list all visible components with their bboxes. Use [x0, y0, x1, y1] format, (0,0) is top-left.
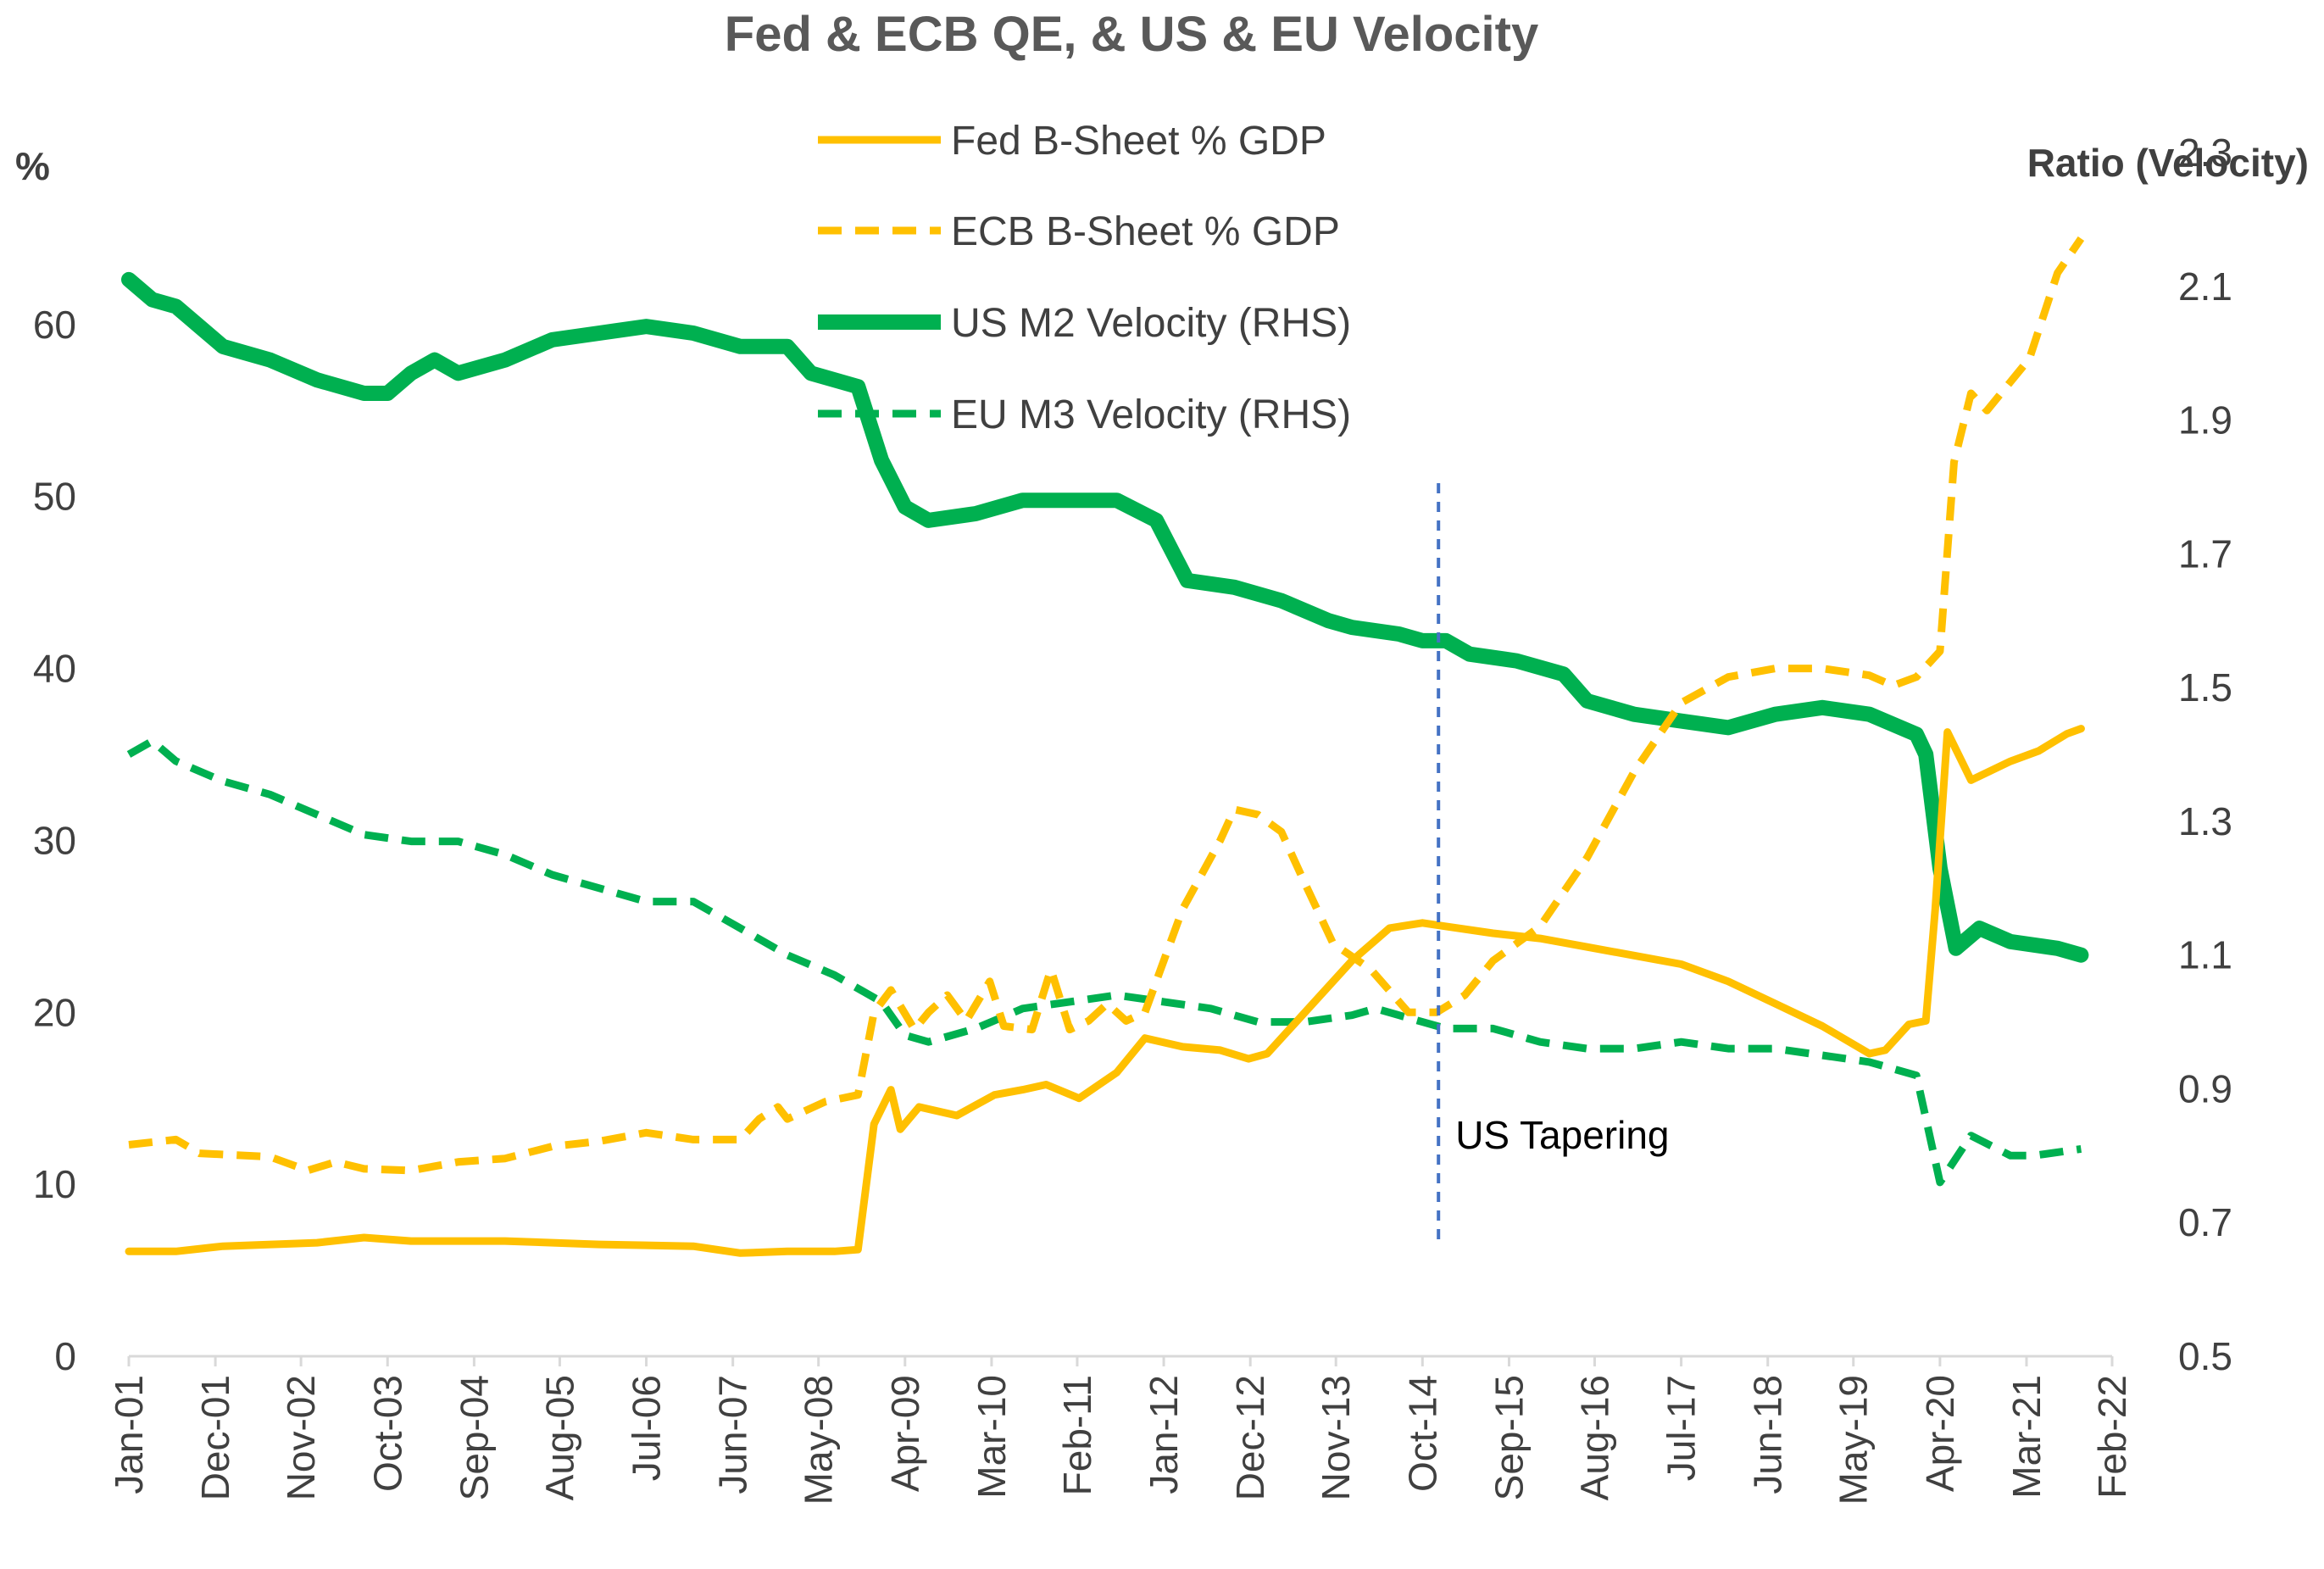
series-layer [121, 236, 2089, 1257]
x-tick-label: May-19 [1832, 1375, 1876, 1505]
x-tick-label: Sep-15 [1487, 1375, 1531, 1500]
x-tick-label: Sep-04 [452, 1375, 496, 1500]
ticks-layer: 0 10 20 30 40 50 60 0.5 0.7 0.9 1.1 1.3 1.5 1.7 1.9 2.1… [33, 131, 2232, 1505]
x-tick-label: Feb-11 [1055, 1375, 1099, 1495]
x-tick-label: Jun-07 [711, 1375, 755, 1494]
y-tick-right-label: 1.1 [2178, 933, 2232, 977]
series-line-us-m2-velocity-rhs [121, 271, 2089, 963]
y-tick-right-label: 0.9 [2178, 1066, 2232, 1110]
legend-label: EU M3 Velocity (RHS) [951, 392, 1351, 437]
y-axis-left-title: % [15, 144, 50, 188]
x-tick-label: Jul-06 [625, 1375, 669, 1481]
y-tick-left-label: 40 [33, 647, 76, 691]
y-tick-left-label: 10 [33, 1162, 76, 1206]
x-tick-label: Nov-13 [1314, 1375, 1358, 1500]
grid-layer [127, 1355, 2114, 1366]
x-tick-label: Mar-21 [2004, 1375, 2049, 1499]
x-tick-label: Jan-01 [107, 1375, 151, 1494]
x-tick-label: Oct-03 [365, 1375, 409, 1492]
x-tick-label: Aug-05 [537, 1375, 581, 1500]
annotation-label: US Tapering [1455, 1113, 1669, 1157]
y-tick-right-label: 0.5 [2178, 1334, 2232, 1378]
y-tick-right-label: 1.3 [2178, 799, 2232, 843]
y-tick-left-label: 0 [54, 1334, 76, 1378]
x-tick-label: Dec-12 [1228, 1375, 1272, 1500]
y-tick-right-label: 2.3 [2178, 131, 2232, 175]
legend-label: US M2 Velocity (RHS) [951, 301, 1351, 346]
annotation-layer: US Tapering [1437, 483, 1670, 1246]
y-tick-right-label: 0.7 [2178, 1200, 2232, 1244]
y-axis-right-title: Ratio (Velocity) [2027, 141, 2309, 185]
legend: Fed B-Sheet % GDP ECB B-Sheet % GDP US M2 … [818, 119, 1351, 437]
series-line-fed-b-sheet-gdp [125, 725, 2085, 1257]
x-tick-label: Mar-10 [970, 1375, 1014, 1499]
y-tick-right-label: 1.5 [2178, 665, 2232, 709]
y-tick-left-label: 20 [33, 990, 76, 1034]
x-tick-label: Feb-22 [2090, 1375, 2134, 1499]
y-tick-right-label: 1.9 [2178, 398, 2232, 442]
legend-label: Fed B-Sheet % GDP [951, 119, 1326, 164]
x-tick-label: Jul-17 [1660, 1375, 1704, 1481]
x-tick-label: May-08 [797, 1375, 841, 1505]
y-tick-left-label: 60 [33, 303, 76, 347]
y-tick-left-label: 30 [33, 818, 76, 862]
chart-title: Fed & ECB QE, & US & EU Velocity [725, 7, 1538, 62]
y-tick-right-label: 2.1 [2178, 264, 2232, 309]
x-tick-label: Jan-12 [1142, 1375, 1186, 1494]
y-tick-left-label: 50 [33, 475, 76, 519]
x-tick-label: Oct-14 [1400, 1375, 1444, 1492]
x-tick-label: Dec-01 [193, 1375, 237, 1500]
y-tick-right-label: 1.7 [2178, 531, 2232, 576]
series-line-ecb-b-sheet-gdp [128, 236, 2085, 1175]
x-tick-label: Nov-02 [279, 1375, 323, 1500]
x-tick-label: Apr-09 [883, 1375, 927, 1492]
x-tick-label: Jun-18 [1746, 1375, 1790, 1494]
x-tick-label: Aug-16 [1572, 1375, 1616, 1500]
series-line-eu-m3-velocity-rhs [126, 737, 2082, 1187]
x-tick-label: Apr-20 [1918, 1375, 1962, 1492]
legend-label: ECB B-Sheet % GDP [951, 209, 1340, 254]
